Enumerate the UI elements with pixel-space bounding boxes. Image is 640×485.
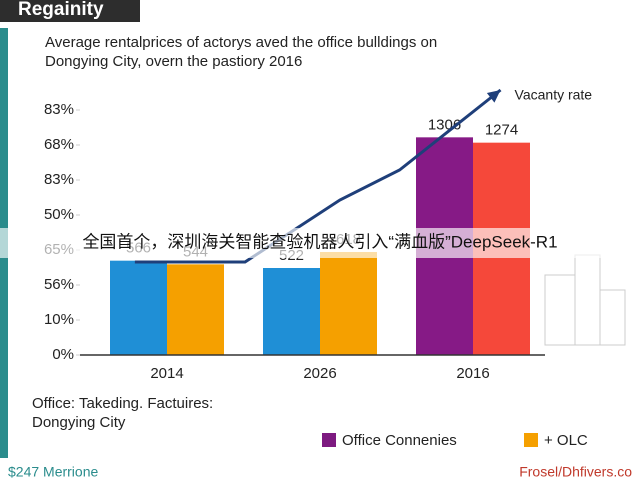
- y-tick-label: 83%: [44, 101, 74, 118]
- header: Regainity: [18, 0, 104, 20]
- buildings: [544, 254, 626, 346]
- y-tick-label: 0%: [52, 346, 74, 363]
- overlay-caption: 全国首个，深圳海关智能查验机器人引入“满血版”DeepSeek-R1: [82, 232, 557, 251]
- y-tick-label: 56%: [44, 276, 74, 293]
- bar: [167, 264, 224, 355]
- y-tick-label: 83%: [44, 171, 74, 188]
- legend-label: Office Connenies: [342, 432, 457, 449]
- x-tick-label: 2016: [456, 365, 489, 382]
- legend-swatch: [322, 433, 336, 447]
- legend-label: + OLC: [544, 432, 588, 449]
- legend-swatch: [524, 433, 538, 447]
- y-tick-label: 10%: [44, 311, 74, 328]
- header-band: [0, 0, 140, 22]
- vacancy-line: [134, 88, 502, 264]
- footer-right: Frosel/Dhfivers.co: [519, 464, 632, 480]
- y-tick-label: 50%: [44, 206, 74, 223]
- y-tick-label: 68%: [44, 136, 74, 153]
- bar: [110, 260, 167, 355]
- footer-left: $247 Merrione: [8, 464, 98, 480]
- x-tick-label: 2026: [303, 365, 336, 382]
- title-line: Average rentalprices of actorys aved the…: [45, 34, 437, 51]
- line-label: Vacanty rate: [515, 87, 593, 103]
- x-tick-label: 2014: [150, 365, 183, 382]
- arrow-head: [486, 90, 501, 103]
- value-label: 1274: [485, 122, 518, 139]
- bar: [263, 268, 320, 355]
- title-line: Dongying City, overn the pastiory 2016: [45, 53, 302, 70]
- source-line: Office: Takeding. Factuires:: [32, 395, 213, 412]
- caption-band: [0, 228, 640, 258]
- bar: [320, 252, 377, 355]
- source-line: Dongying City: [32, 414, 126, 431]
